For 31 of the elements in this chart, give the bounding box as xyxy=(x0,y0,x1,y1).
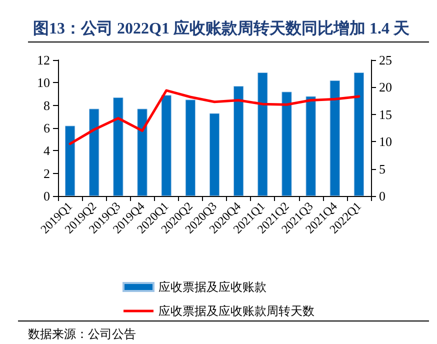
bar xyxy=(282,92,292,196)
y2-tick-label: 5 xyxy=(379,161,386,176)
bar xyxy=(330,80,340,196)
y2-tick-label: 25 xyxy=(379,52,392,68)
bar xyxy=(354,72,364,196)
bar xyxy=(89,108,100,196)
bar xyxy=(161,95,172,196)
bar xyxy=(258,72,268,196)
y-tick-label: 12 xyxy=(37,52,50,68)
y-tick-label: 10 xyxy=(37,75,50,90)
bar xyxy=(185,100,196,196)
bar xyxy=(209,113,220,196)
bar xyxy=(64,126,76,196)
y-tick-label: 0 xyxy=(44,188,50,204)
bar xyxy=(113,97,124,196)
bar xyxy=(137,108,148,196)
y2-tick-label: 20 xyxy=(379,80,392,95)
legend-label: 应收票据及应收账款 xyxy=(158,280,266,294)
y2-tick-label: 15 xyxy=(379,106,392,122)
y-tick-label: 2 xyxy=(44,166,50,181)
y-tick-label: 8 xyxy=(44,98,50,113)
source-note: 数据来源：公司公告 xyxy=(28,327,136,341)
line-series xyxy=(68,89,360,146)
bar xyxy=(234,86,244,196)
bar xyxy=(306,96,316,196)
y-tick-label: 6 xyxy=(44,120,50,136)
chart-title: 图13：公司 2022Q1 应收账款周转天数同比增加 1.4 天 xyxy=(33,18,410,38)
y-tick-label: 4 xyxy=(44,143,50,158)
y2-tick-label: 0 xyxy=(379,188,386,204)
legend-label: 应收票据及应收账款周转天数 xyxy=(158,304,314,318)
y2-tick-label: 10 xyxy=(379,134,392,150)
